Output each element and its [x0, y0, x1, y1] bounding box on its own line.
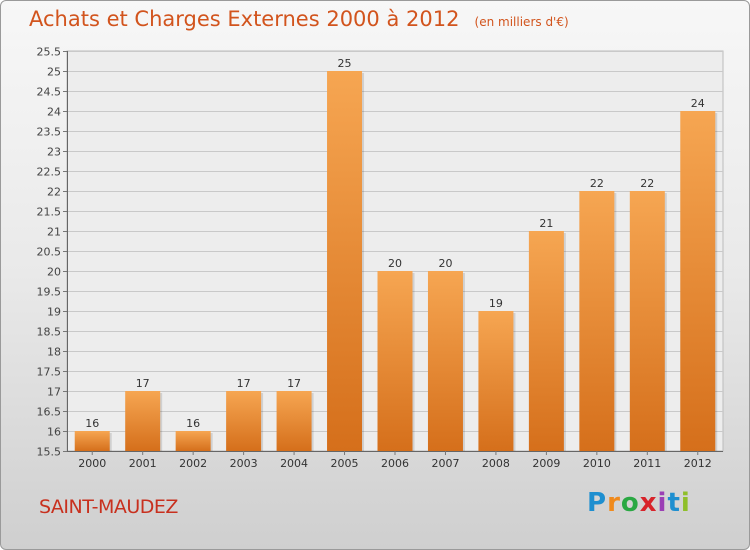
x-tick-label: 2005 — [331, 457, 359, 470]
data-label: 17 — [136, 377, 150, 390]
bar — [680, 111, 716, 451]
unit-label: (en milliers d'€) — [474, 15, 569, 29]
bar — [528, 231, 564, 451]
y-tick-label: 24 — [47, 106, 61, 119]
y-tick-label: 19 — [47, 306, 61, 319]
y-tick-label: 23.5 — [37, 126, 62, 139]
logo-letter: o — [620, 488, 640, 518]
x-tick-label: 2010 — [583, 457, 611, 470]
y-tick-label: 17.5 — [37, 366, 62, 379]
data-label: 25 — [338, 57, 352, 70]
logo-letter: i — [680, 488, 691, 518]
logo-letter: x — [639, 488, 658, 518]
data-label: 17 — [287, 377, 301, 390]
y-tick-label: 20.5 — [37, 246, 62, 259]
data-label: 24 — [691, 97, 705, 110]
data-label: 22 — [590, 177, 604, 190]
bar — [427, 271, 463, 451]
x-tick-label: 2000 — [78, 457, 106, 470]
chart-title: Achats et Charges Externes 2000 à 2012 (… — [29, 7, 569, 31]
x-tick-label: 2002 — [179, 457, 207, 470]
y-tick-label: 22.5 — [37, 166, 62, 179]
data-label: 19 — [489, 297, 503, 310]
y-tick-label: 20 — [47, 266, 61, 279]
bar — [377, 271, 413, 451]
bar — [175, 431, 211, 451]
y-tick-label: 21.5 — [37, 206, 62, 219]
y-tick-label: 19.5 — [37, 286, 62, 299]
bar — [74, 431, 110, 451]
x-tick-label: 2009 — [532, 457, 560, 470]
x-tick-label: 2011 — [633, 457, 661, 470]
logo-letter: r — [607, 488, 621, 518]
logo-letter: t — [667, 488, 681, 518]
bar — [629, 191, 665, 451]
x-tick-label: 2006 — [381, 457, 409, 470]
x-tick-label: 2001 — [129, 457, 157, 470]
x-tick-label: 2004 — [280, 457, 308, 470]
x-tick-label: 2003 — [230, 457, 258, 470]
bar — [327, 71, 363, 451]
data-label: 16 — [85, 417, 99, 430]
y-tick-label: 24.5 — [37, 86, 62, 99]
data-label: 20 — [388, 257, 402, 270]
commune-name: SAINT-MAUDEZ — [39, 496, 178, 518]
proxiti-logo: Proxiti — [587, 488, 691, 518]
y-tick-label: 22 — [47, 186, 61, 199]
y-tick-label: 15.5 — [37, 446, 62, 459]
title-text: Achats et Charges Externes 2000 à 2012 — [29, 7, 460, 31]
y-tick-label: 16 — [47, 426, 61, 439]
bar — [125, 391, 161, 451]
data-label: 21 — [539, 217, 553, 230]
y-tick-label: 21 — [47, 226, 61, 239]
y-tick-label: 18.5 — [37, 326, 62, 339]
y-tick-label: 18 — [47, 346, 61, 359]
x-tick-label: 2012 — [684, 457, 712, 470]
data-label: 16 — [186, 417, 200, 430]
bar — [579, 191, 615, 451]
logo-letter: i — [657, 488, 668, 518]
y-tick-label: 16.5 — [37, 406, 62, 419]
x-tick-label: 2007 — [431, 457, 459, 470]
y-tick-label: 25 — [47, 66, 61, 79]
y-tick-label: 23 — [47, 146, 61, 159]
data-label: 22 — [640, 177, 654, 190]
data-label: 17 — [237, 377, 251, 390]
bar — [276, 391, 312, 451]
bar — [478, 311, 514, 451]
y-tick-label: 25.5 — [37, 46, 62, 59]
logo-letter: P — [587, 488, 608, 518]
bar — [226, 391, 262, 451]
data-label: 20 — [438, 257, 452, 270]
x-tick-label: 2008 — [482, 457, 510, 470]
y-tick-label: 17 — [47, 386, 61, 399]
